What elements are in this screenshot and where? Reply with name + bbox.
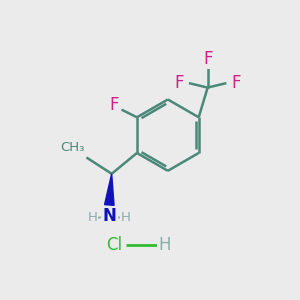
Text: F: F	[232, 74, 241, 92]
Text: N: N	[102, 207, 116, 225]
Text: CH₃: CH₃	[61, 141, 85, 154]
Text: H: H	[121, 211, 130, 224]
Text: F: F	[174, 74, 184, 92]
Text: F: F	[203, 50, 212, 68]
Polygon shape	[105, 174, 114, 205]
Text: H: H	[88, 211, 98, 224]
Text: Cl: Cl	[106, 236, 122, 254]
Text: H: H	[159, 236, 171, 254]
Text: F: F	[109, 96, 118, 114]
